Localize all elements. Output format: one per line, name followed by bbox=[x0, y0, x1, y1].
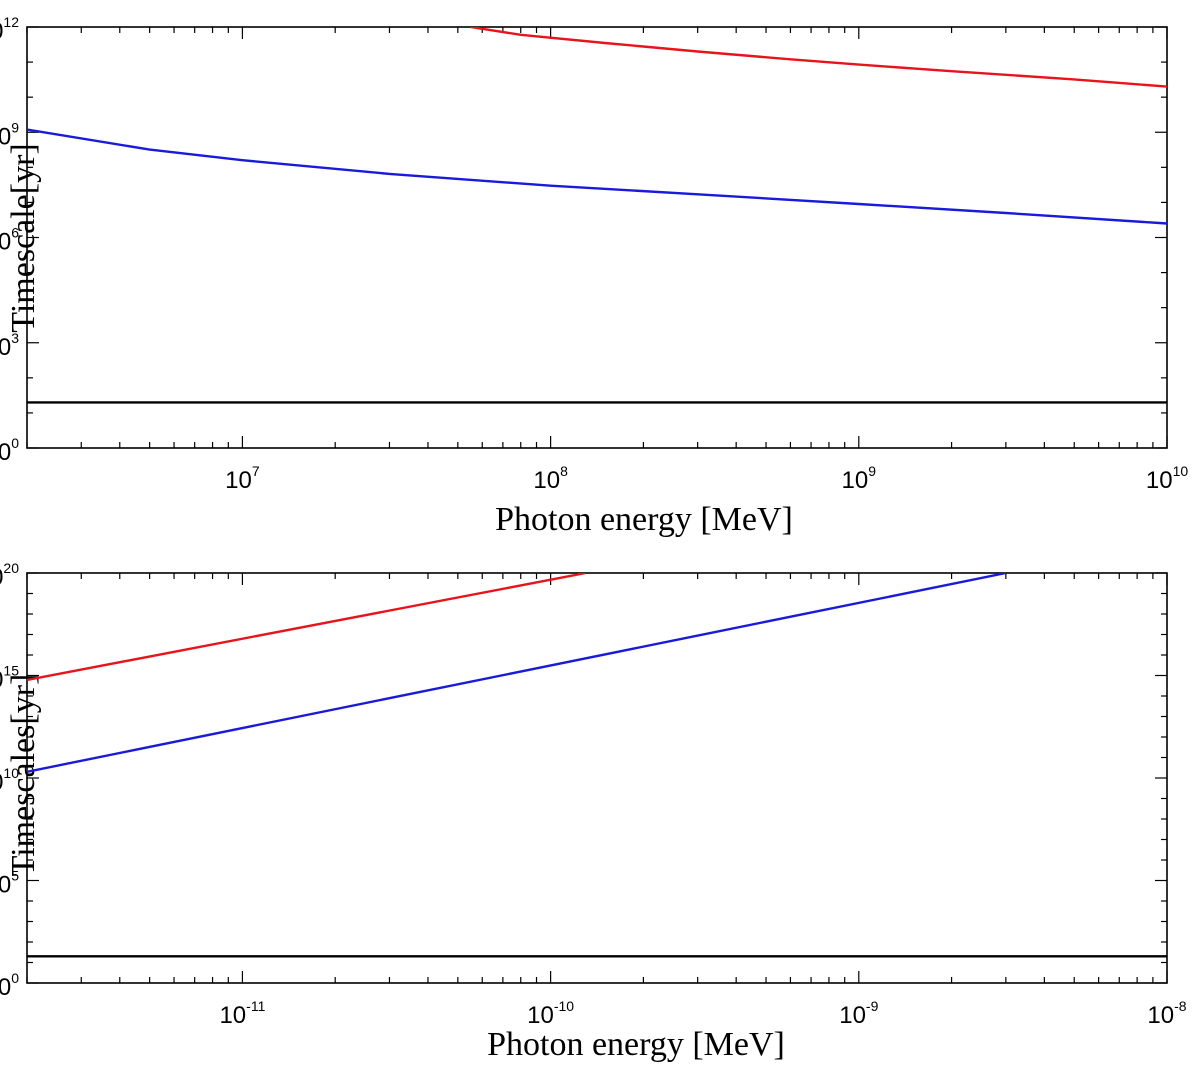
bottom-x-tick-exp: -8 bbox=[1174, 998, 1187, 1014]
top-x-tick-base: 10 bbox=[225, 467, 252, 494]
bottom-y-tick-base: 10 bbox=[0, 564, 3, 591]
bottom-x-tick-exp: -10 bbox=[554, 998, 574, 1014]
bottom-y-tick-base: 10 bbox=[0, 974, 11, 1001]
top-x-tick-label: 1010 bbox=[1146, 463, 1188, 494]
bottom-y-tick-label: 1020 bbox=[0, 560, 19, 591]
top-x-tick-base: 10 bbox=[842, 467, 869, 494]
top-y-tick-exp: 12 bbox=[3, 14, 19, 30]
bottom-x-axis-label: Photon energy [MeV] bbox=[487, 1026, 785, 1063]
top-x-tick-exp: 9 bbox=[868, 463, 876, 479]
top-y-tick-base: 10 bbox=[0, 334, 11, 361]
bottom-x-tick-base: 10 bbox=[1147, 1002, 1174, 1029]
bottom-y-tick-exp: 15 bbox=[3, 663, 19, 679]
bottom-x-tick-label: 10-9 bbox=[839, 998, 878, 1029]
bottom-y-tick-exp: 0 bbox=[11, 970, 19, 986]
top-x-tick-base: 10 bbox=[533, 467, 560, 494]
bottom-y-tick-exp: 10 bbox=[3, 765, 19, 781]
top-y-tick-label: 100 bbox=[0, 435, 19, 466]
top-x-tick-label: 107 bbox=[225, 463, 260, 494]
top-y-tick-base: 10 bbox=[0, 18, 3, 45]
bottom-x-tick-base: 10 bbox=[219, 1002, 246, 1029]
top-y-tick-base: 10 bbox=[0, 439, 11, 466]
top-x-tick-exp: 7 bbox=[252, 463, 260, 479]
bottom-x-tick-base: 10 bbox=[527, 1002, 554, 1029]
bottom-x-tick-label: 10-8 bbox=[1147, 998, 1186, 1029]
bottom-y-tick-base: 10 bbox=[0, 872, 11, 899]
bottom-panel: Photon energy [MeV] Timescales[yr] 10-11… bbox=[0, 560, 1187, 1063]
top-y-tick-label: 109 bbox=[0, 119, 19, 150]
bottom-y-tick-exp: 5 bbox=[11, 868, 19, 884]
top-plot-frame bbox=[26, 26, 1168, 449]
top-x-tick-base: 10 bbox=[1146, 467, 1173, 494]
top-y-tick-label: 103 bbox=[0, 330, 19, 361]
top-y-tick-exp: 6 bbox=[11, 225, 19, 241]
top-series-red-line bbox=[470, 27, 1167, 88]
top-y-tick-label: 106 bbox=[0, 225, 19, 256]
top-series-blue-line bbox=[27, 128, 1167, 225]
bottom-y-axis-label: Timescales[yr] bbox=[5, 674, 42, 877]
bottom-y-tick-base: 10 bbox=[0, 769, 3, 796]
top-x-axis-label: Photon energy [MeV] bbox=[495, 501, 793, 538]
bottom-y-tick-label: 1010 bbox=[0, 765, 19, 796]
top-x-tick-exp: 10 bbox=[1173, 463, 1189, 479]
bottom-series-blue-line bbox=[27, 573, 1007, 773]
bottom-y-tick-label: 105 bbox=[0, 868, 19, 899]
top-panel: Photon energy [MeV] Timescale[yr] 107 108… bbox=[0, 14, 1188, 538]
top-x-tick-label: 109 bbox=[842, 463, 877, 494]
top-y-tick-exp: 9 bbox=[11, 119, 19, 135]
bottom-y-tick-label: 100 bbox=[0, 970, 19, 1001]
bottom-x-tick-base: 10 bbox=[839, 1002, 866, 1029]
top-x-tick-exp: 8 bbox=[560, 463, 568, 479]
bottom-x-tick-exp: -11 bbox=[246, 998, 265, 1014]
top-y-tick-label: 1012 bbox=[0, 14, 19, 45]
top-y-tick-exp: 0 bbox=[11, 435, 19, 451]
bottom-y-tick-exp: 20 bbox=[3, 560, 19, 576]
bottom-x-tick-exp: -9 bbox=[866, 998, 879, 1014]
bottom-y-tick-base: 10 bbox=[0, 667, 3, 694]
top-y-tick-base: 10 bbox=[0, 123, 11, 150]
top-x-tick-label: 108 bbox=[533, 463, 568, 494]
top-y-tick-exp: 3 bbox=[11, 330, 19, 346]
top-y-tick-base: 10 bbox=[0, 229, 11, 256]
bottom-x-tick-label: 10-10 bbox=[527, 998, 574, 1029]
bottom-series-red-line bbox=[27, 573, 586, 682]
bottom-x-tick-label: 10-11 bbox=[219, 998, 265, 1029]
bottom-plot-frame bbox=[26, 572, 1168, 984]
